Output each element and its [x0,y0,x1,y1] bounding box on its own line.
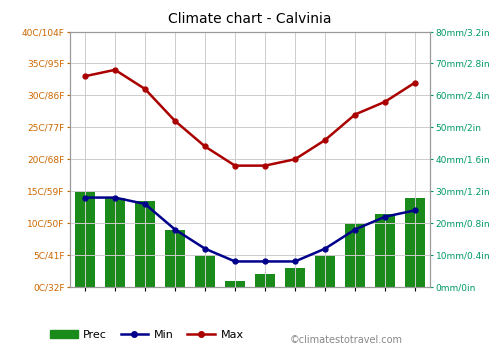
Bar [165,230,185,287]
Bar [225,281,245,287]
Bar [405,197,425,287]
Bar [375,214,395,287]
Legend: Prec, Min, Max: Prec, Min, Max [46,326,248,344]
Bar [135,201,155,287]
Text: ©climatestotravel.com: ©climatestotravel.com [290,335,403,345]
Bar [75,191,95,287]
Title: Climate chart - Calvinia: Climate chart - Calvinia [168,12,332,26]
Bar [345,223,365,287]
Bar [105,197,125,287]
Bar [285,268,305,287]
Bar [195,255,215,287]
Bar [316,255,335,287]
Bar [256,274,275,287]
